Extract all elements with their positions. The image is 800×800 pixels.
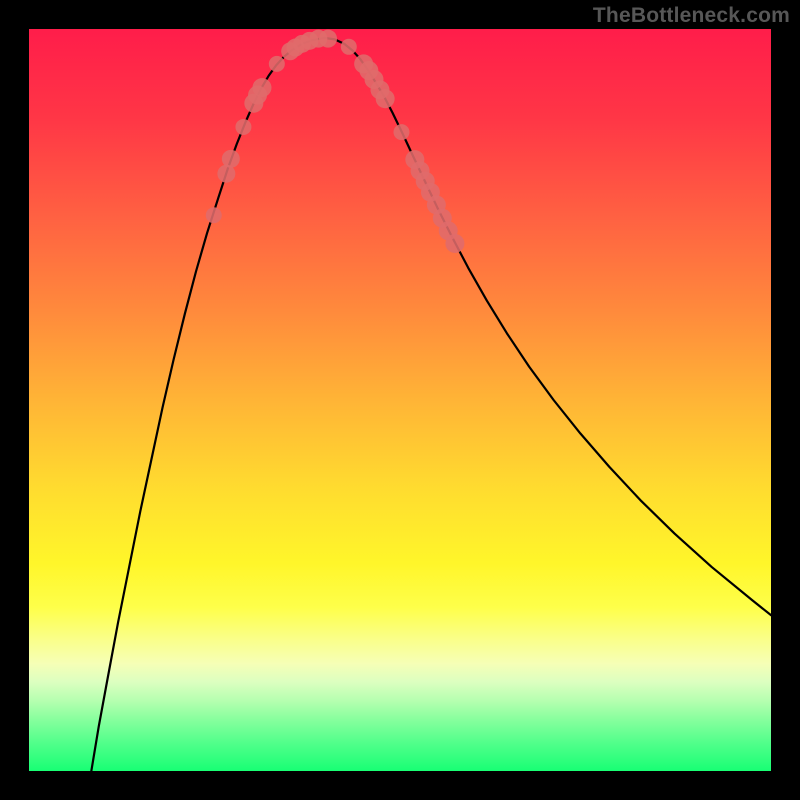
data-marker [235, 119, 251, 135]
data-marker [445, 234, 464, 253]
data-marker [206, 207, 222, 223]
plot-area [29, 29, 771, 771]
watermark-text: TheBottleneck.com [593, 4, 790, 28]
data-marker [319, 30, 337, 48]
data-marker [393, 124, 409, 140]
data-marker [376, 89, 395, 108]
data-marker [341, 39, 357, 55]
data-marker [222, 150, 240, 168]
data-marker [252, 78, 271, 97]
data-marker [269, 56, 285, 72]
gradient-background [29, 29, 771, 771]
chart-frame: TheBottleneck.com [0, 0, 800, 800]
plot-svg [29, 29, 771, 771]
